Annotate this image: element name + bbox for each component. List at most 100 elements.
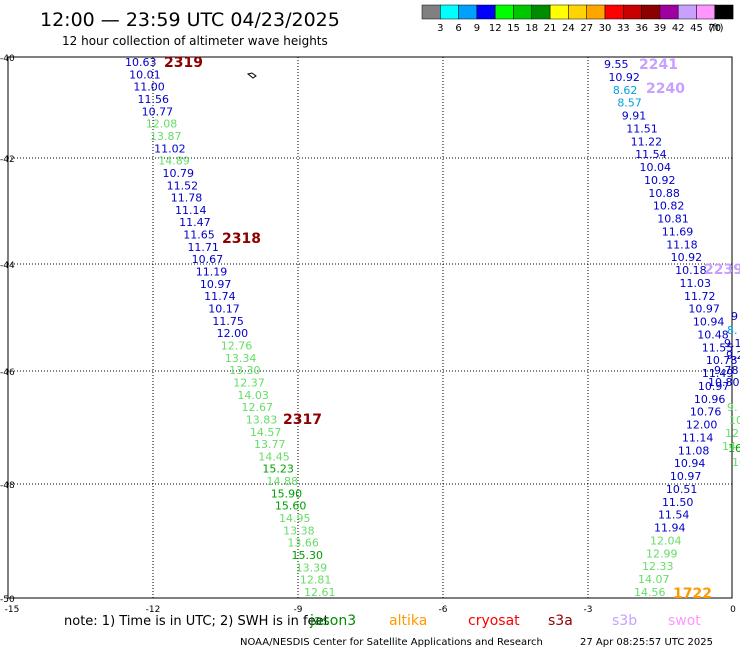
wave-height-value: 11.55 <box>702 341 734 354</box>
wave-height-value: 12.67 <box>242 401 274 414</box>
wave-height-value: 14.88 <box>267 475 299 488</box>
legend-swatch <box>696 4 716 20</box>
wave-height-value: 10.48 <box>697 328 729 341</box>
wave-height-value: 11.08 <box>678 444 710 457</box>
wave-height-value: 14.45 <box>258 450 290 463</box>
y-tick-label: -40 <box>0 54 15 64</box>
wave-height-value: 10.92 <box>608 71 640 84</box>
wave-height-value: 10.01 <box>129 68 161 81</box>
legend-tick-label: 12 <box>489 23 502 34</box>
wave-height-value: 15.23 <box>262 463 294 476</box>
wave-height-value: 10.63 <box>125 56 157 69</box>
legend-swatch <box>513 4 533 20</box>
wave-height-value: 10.77 <box>142 105 174 118</box>
wave-height-value: 12.00 <box>686 419 718 432</box>
plot-border <box>7 56 733 599</box>
wave-height-value: 10.97 <box>670 470 702 483</box>
wave-height-value: 15.90 <box>271 487 303 500</box>
wave-height-value: 14.95 <box>279 512 311 525</box>
wave-height-value: 10.96 <box>694 393 726 406</box>
legend-tick-label: 9 <box>474 23 480 34</box>
wave-height-value: 12.04 <box>650 534 682 547</box>
satellite-label-altika: altika <box>389 613 427 629</box>
satellite-label-cryosat: cryosat <box>468 613 520 629</box>
wave-height-value: 14.03 <box>237 389 269 402</box>
clipped-value: 10 <box>729 414 740 427</box>
island-icon <box>246 72 257 79</box>
wave-height-value: 14.89 <box>158 155 190 168</box>
wave-height-value: 13.83 <box>246 413 278 426</box>
wave-height-value: 14.56 <box>634 586 666 599</box>
x-tick-label: 0 <box>730 605 736 615</box>
altimeter-tracks: 10.6310.0111.0011.5610.7712.0813.8711.02… <box>125 56 737 599</box>
wave-height-value: 12.37 <box>233 376 264 389</box>
wave-height-value: 15.60 <box>275 500 307 513</box>
legend-tick-label: 36 <box>635 23 648 34</box>
legend-swatch <box>458 4 478 20</box>
x-tick-label: -15 <box>5 605 20 615</box>
legend-swatch <box>440 4 459 20</box>
legend-tick-label: 45 <box>690 23 703 34</box>
legend-swatch <box>623 4 642 20</box>
wave-height-value: 12.61 <box>304 586 336 599</box>
pass-time-label: 2240 <box>646 81 685 97</box>
legend-tick-label: 42 <box>672 23 685 34</box>
clipped-value: 12 <box>725 427 739 440</box>
wave-height-value: 9.55 <box>604 58 629 71</box>
units-note: note: 1) Time is in UTC; 2) SWH is in fe… <box>64 614 329 629</box>
clipped-value: 9. <box>727 401 738 414</box>
wave-height-value: 11.51 <box>626 122 658 135</box>
legend-swatch <box>586 4 606 20</box>
wave-height-value: 11.02 <box>154 142 186 155</box>
axis-labels: -15 -12 -9 -6 -3 0 -40 -42 -44 -46 -48 -50 <box>0 54 736 615</box>
wave-height-value: 8.57 <box>617 97 642 110</box>
wave-height-value: 11.78 <box>171 192 203 205</box>
wave-height-value: 10.92 <box>644 174 676 187</box>
wave-height-value: 11.19 <box>196 266 228 279</box>
pass-time-label: 2317 <box>283 412 322 428</box>
credit-line: NOAA/NESDIS Center for Satellite Applica… <box>240 637 543 648</box>
generated-timestamp: 27 Apr 08:25:57 UTC 2025 <box>580 637 713 648</box>
legend-swatch <box>677 4 697 20</box>
legend-tick-label: 6 <box>455 23 461 34</box>
wave-height-value: 13.38 <box>283 524 315 537</box>
wave-height-value: 8.62 <box>613 84 638 97</box>
wave-height-value: 10.78 <box>706 354 738 367</box>
wave-height-value: 10.94 <box>693 316 725 329</box>
satellite-legend: jason3 altika cryosat s3a s3b swot <box>309 613 701 629</box>
pass-time-label: 1722 <box>673 586 712 602</box>
wave-height-value: 12.99 <box>646 547 678 560</box>
legend-swatch <box>476 4 496 20</box>
wave-height-value: 10.97 <box>200 278 232 291</box>
wave-height-value: 9.91 <box>622 110 647 123</box>
legend-tick-label: 27 <box>580 23 593 34</box>
wave-height-value: 11.94 <box>654 522 686 535</box>
wave-height-value: 13.39 <box>296 561 328 574</box>
x-tick-label: -9 <box>294 605 303 615</box>
clipped-value: 16 <box>732 456 740 469</box>
wave-height-value: 11.00 <box>133 81 165 94</box>
wave-height-value: 11.75 <box>212 315 244 328</box>
legend-tick-label: 3 <box>437 23 443 34</box>
wave-height-value: 11.65 <box>183 229 215 242</box>
legend-unit-label: (ft) <box>708 23 723 34</box>
map-subtitle: 12 hour collection of altimeter wave hei… <box>62 34 328 48</box>
legend-swatch <box>494 4 514 20</box>
wave-height-value: 10.97 <box>698 380 730 393</box>
legend-tick-label: 30 <box>599 23 612 34</box>
wave-height-value: 13.66 <box>287 537 319 550</box>
wave-height-value: 10.79 <box>162 167 194 180</box>
lat-lon-grid <box>8 57 732 598</box>
wave-height-value: 10.88 <box>648 187 680 200</box>
legend-swatch <box>714 4 734 20</box>
wave-height-color-scale: 3 6 9 12 15 18 21 24 27 30 33 36 39 42 45 70(ft) <box>421 4 734 34</box>
wave-height-value: 12.00 <box>217 327 249 340</box>
pass-time-labels: 2319 2318 2317 2241 2240 2239 1722 <box>164 55 740 602</box>
wave-height-value: 11.18 <box>666 238 698 251</box>
wave-height-value: 11.22 <box>631 135 663 148</box>
satellite-label-s3a: s3a <box>548 613 573 629</box>
pass-time-label: 2239 <box>704 262 740 278</box>
plot-frame <box>7 56 733 599</box>
wave-height-value: 11.14 <box>682 431 714 444</box>
